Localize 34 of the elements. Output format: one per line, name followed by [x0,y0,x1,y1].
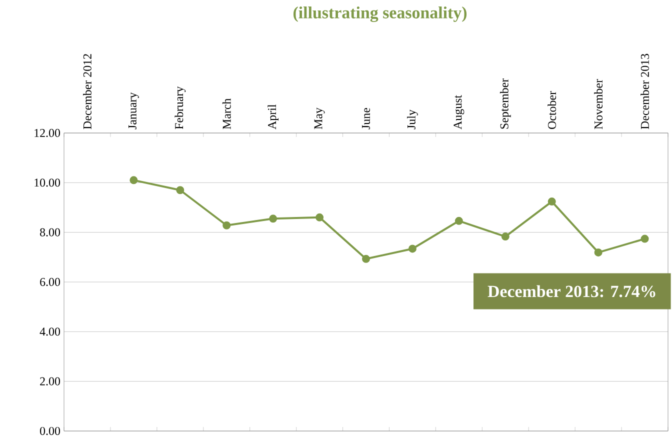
point [176,186,184,194]
y-tick-label: 10.00 [34,178,60,187]
x-tick-label: August [454,95,464,130]
x-tick-label: July [407,110,418,130]
x-tick-label: September [500,78,511,129]
point [640,234,649,243]
y-tick-label: 6.00 [40,278,60,286]
x-tick-label: April [268,104,278,130]
x-tick-label: October [548,91,556,129]
x-tick-label: January [128,92,139,130]
x-tick-label: May [314,108,325,130]
x-tick-label: December 2012 [83,54,92,130]
x-tick-label: November [594,79,603,130]
x-tick-label: December 2013 [640,54,649,130]
point [130,176,138,184]
point [222,221,231,230]
point [269,214,278,223]
point [362,254,370,263]
point [408,244,416,253]
x-tick-label: June [362,108,370,130]
point [594,248,602,256]
y-tick-label: 12.00 [34,128,60,138]
y-tick-label: 8.00 [40,228,60,236]
point [454,216,463,225]
annotation: December 2013: 7.74% [488,285,656,298]
chart-title: (illustrating seasonality) [293,6,467,22]
point [316,213,324,222]
x-tick-label: March [222,98,231,130]
x-tick-label: February [174,86,186,130]
point [501,232,510,241]
y-tick-label: 2.00 [40,377,60,386]
y-tick-label: 4.00 [40,328,60,336]
point [548,198,556,206]
y-tick-label: 0.00 [40,426,60,436]
